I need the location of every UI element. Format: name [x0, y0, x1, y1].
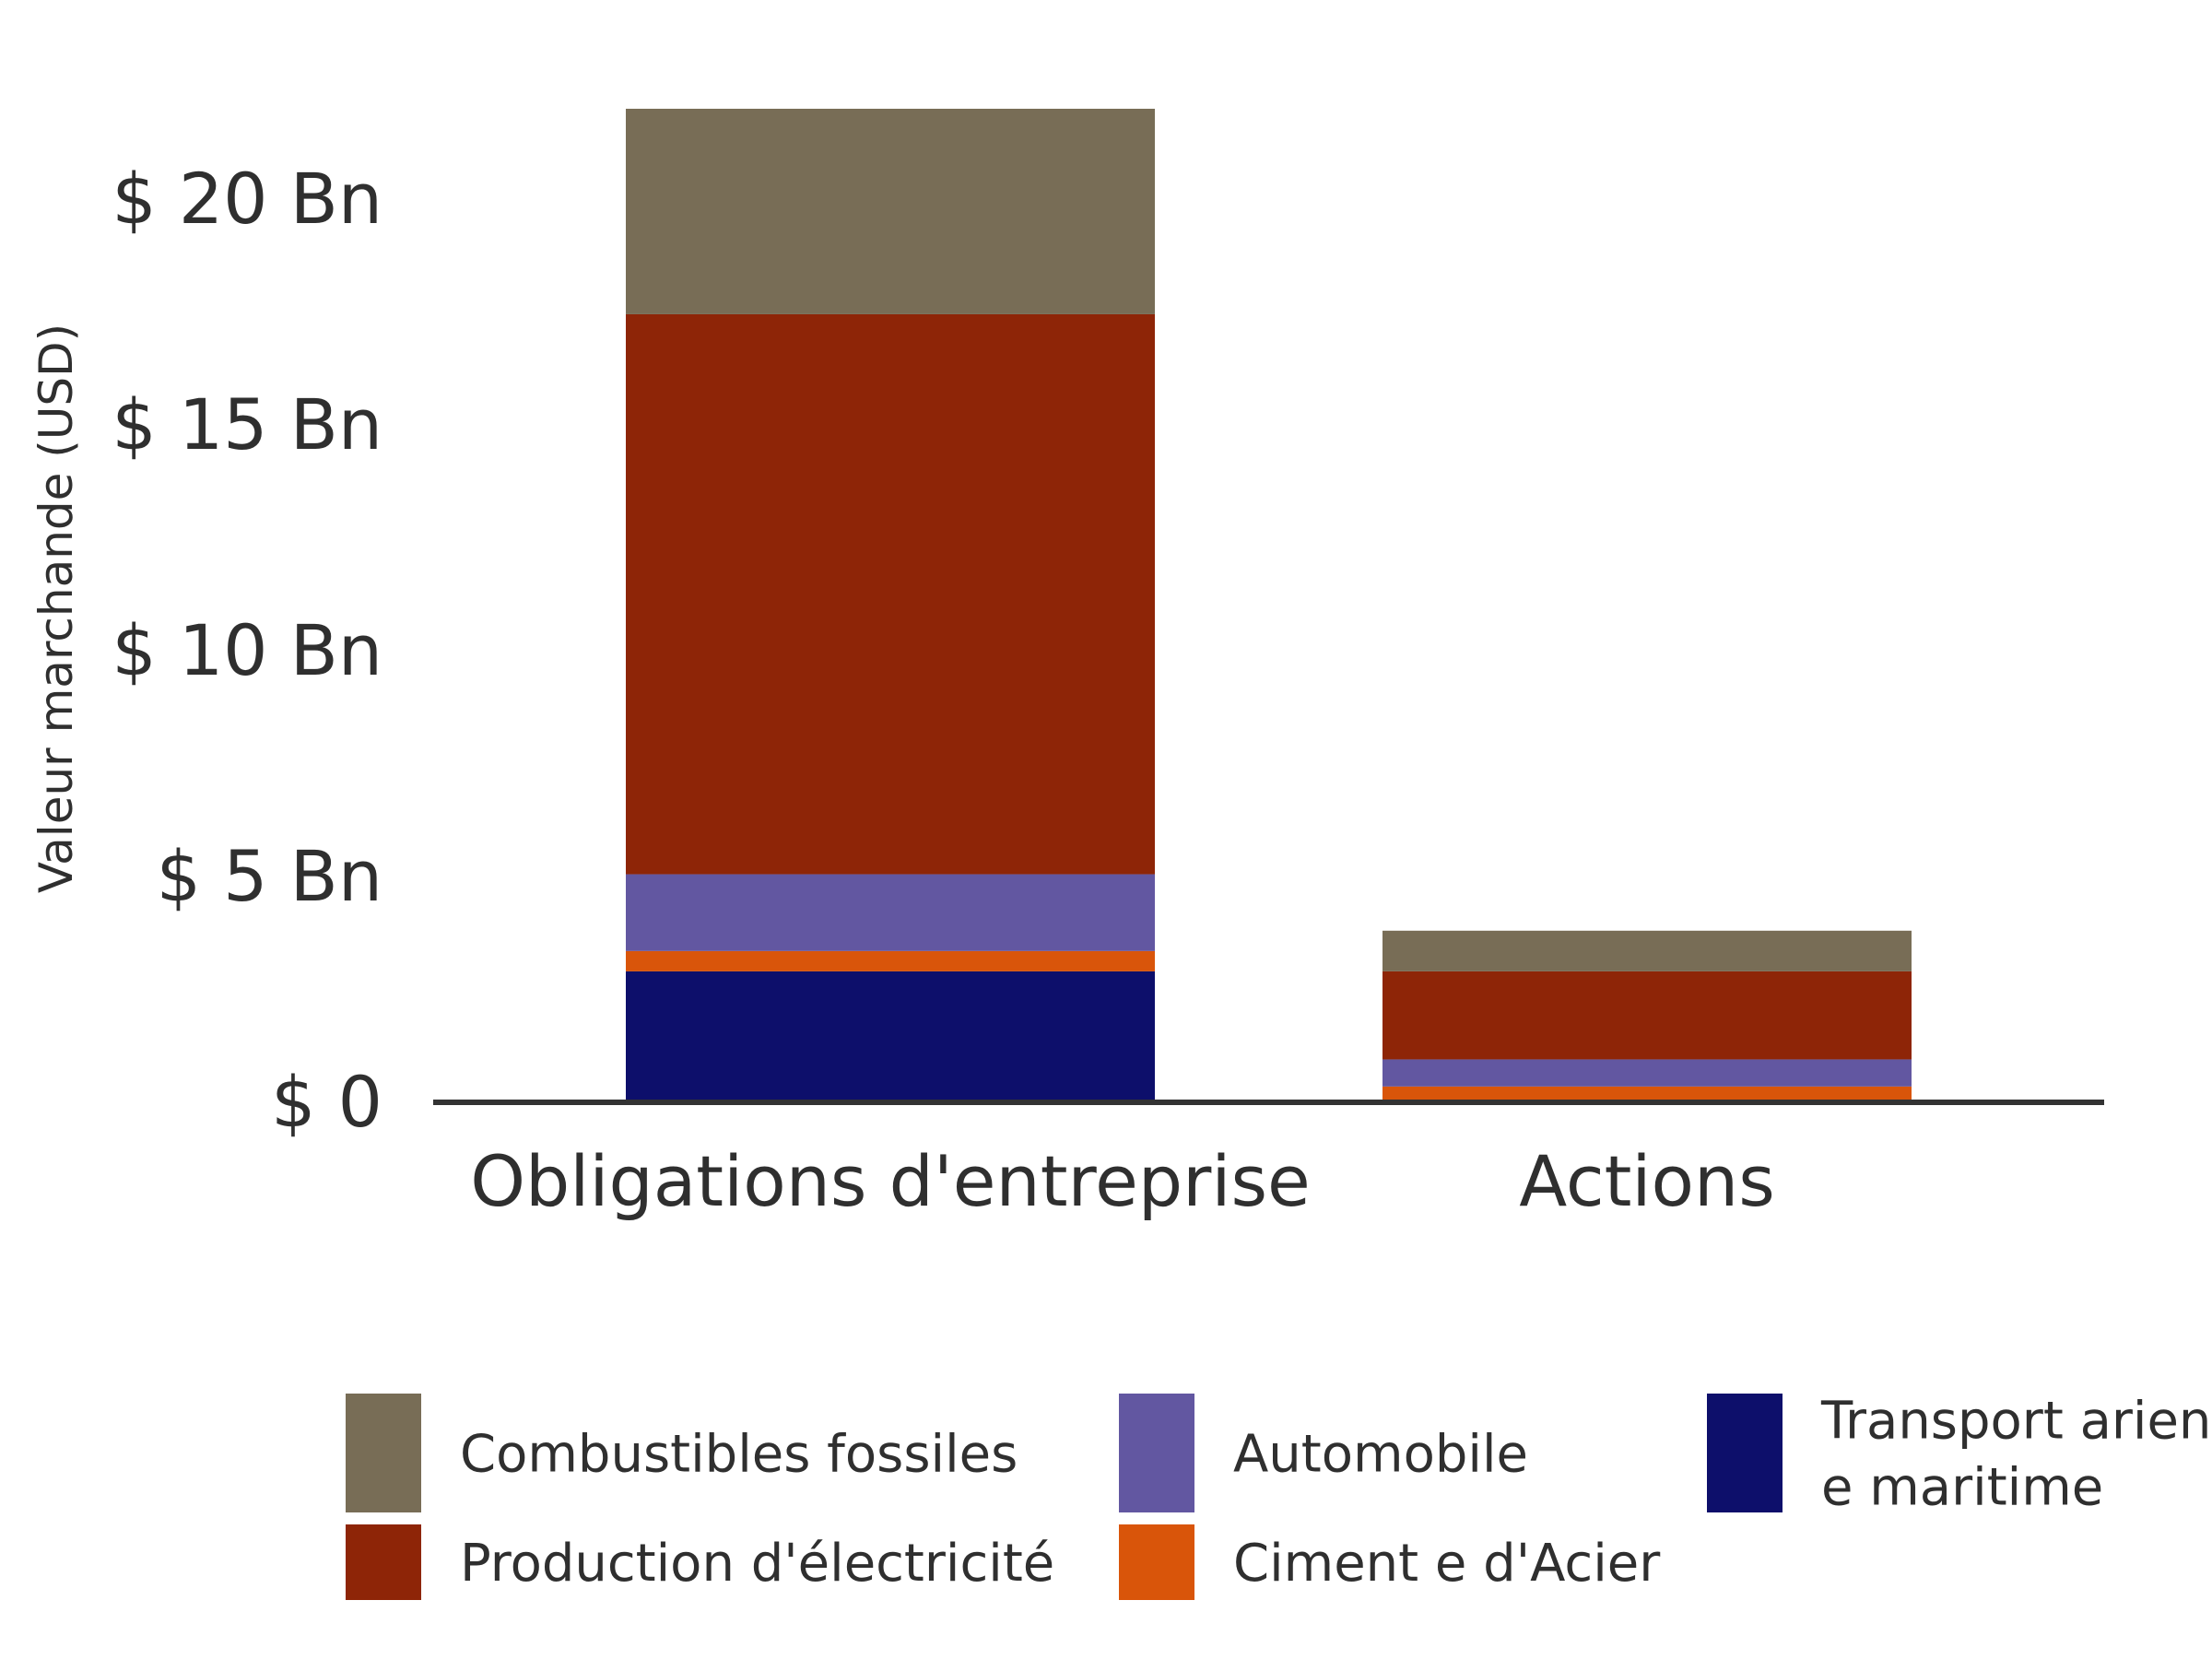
- legend-label: Ciment e d'Acier: [1233, 1534, 1661, 1594]
- legend-item-ciment-e-d-acier: Ciment e d'Acier: [1119, 1524, 1661, 1600]
- bar-segment-obligations-d-entreprise-ciment-e-d-acier: [626, 950, 1155, 971]
- bar-segment-actions-automobile: [1382, 1059, 1912, 1087]
- legend-label: Automobile: [1233, 1425, 1528, 1485]
- y-axis-title: Valeur marchande (USD): [29, 324, 83, 893]
- legend-swatch: [1119, 1394, 1194, 1512]
- bars-group: [626, 109, 1912, 1102]
- bar-segment-actions-combustibles-fossiles: [1382, 930, 1912, 971]
- legend-item-automobile: Automobile: [1119, 1394, 1528, 1512]
- legend-swatch: [346, 1524, 421, 1600]
- bar-segment-obligations-d-entreprise-combustibles-fossiles: [626, 109, 1155, 314]
- legend-swatch: [1707, 1394, 1783, 1512]
- legend-label: Combustibles fossiles: [460, 1425, 1018, 1485]
- legend-label: e maritime: [1821, 1458, 2103, 1518]
- bar-segment-obligations-d-entreprise-transport-arien-e-maritime: [626, 971, 1155, 1102]
- y-tick-label: $ 15 Bn: [112, 383, 382, 465]
- legend-label: Transport arien: [1820, 1392, 2211, 1452]
- bar-segment-actions-ciment-e-d-acier: [1382, 1086, 1912, 1102]
- bar-segment-obligations-d-entreprise-automobile: [626, 874, 1155, 951]
- y-tick-label: $ 0: [271, 1061, 382, 1143]
- x-category-label: Actions: [1519, 1140, 1775, 1222]
- legend-swatch: [1119, 1524, 1194, 1600]
- legend-item-production-d-electricite: Production d'électricité: [346, 1524, 1054, 1600]
- axes-group: $ 0 $ 5 Bn $ 10 Bn $ 15 Bn $ 20 Bn Valeur mar…: [29, 158, 2104, 1222]
- x-category-label: Obligations d'entreprise: [470, 1140, 1311, 1222]
- bar-segment-obligations-d-entreprise-production-d-electricite: [626, 313, 1155, 875]
- y-tick-label: $ 10 Bn: [112, 609, 382, 691]
- legend-swatch: [346, 1394, 421, 1512]
- legend-item-combustibles-fossiles: Combustibles fossiles: [346, 1394, 1018, 1512]
- legend-label: Production d'électricité: [460, 1534, 1054, 1594]
- y-tick-label: $ 20 Bn: [112, 158, 382, 240]
- bar-segment-actions-production-d-electricite: [1382, 971, 1912, 1060]
- y-tick-label: $ 5 Bn: [157, 835, 382, 917]
- legend: Combustibles fossiles Automobile Transport…: [346, 1392, 2211, 1600]
